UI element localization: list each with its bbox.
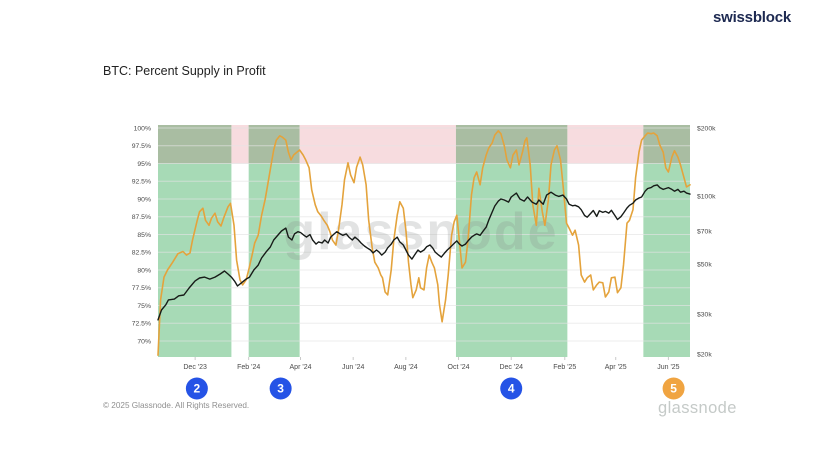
- right-axis-label: $200k: [697, 125, 716, 132]
- x-tick-label: Jun '24: [342, 364, 364, 371]
- timeline-marker-5: [662, 377, 685, 400]
- x-tick-label: Oct '24: [448, 364, 470, 371]
- timeline-marker-3: [269, 377, 292, 400]
- btc-price-line: [157, 184, 691, 321]
- right-axis-label: $70k: [697, 228, 712, 235]
- page-title: BTC: Percent Supply in Profit: [103, 64, 266, 78]
- highlight-band-pink-overlap: [455, 125, 568, 164]
- left-axis-label: 77.5%: [132, 285, 151, 292]
- timeline-marker-label: 4: [508, 382, 515, 396]
- x-tick-label: Feb '25: [553, 364, 576, 371]
- left-axis-label: 92.5%: [132, 179, 151, 186]
- left-axis-label: 70%: [137, 338, 151, 345]
- right-axis-label: $20k: [697, 351, 712, 358]
- timeline-marker-label: 3: [277, 382, 284, 396]
- swissblock-logo: swissblock: [712, 9, 791, 26]
- timeline-marker-label: 2: [194, 382, 201, 396]
- copyright-text: © 2025 Glassnode. All Rights Reserved.: [103, 401, 250, 410]
- x-tick-label: Dec '24: [499, 364, 523, 371]
- highlight-band-pink-overlap: [248, 125, 300, 164]
- glassnode-logo: glassnode: [658, 399, 737, 417]
- pct-supply-in-profit-line: [157, 130, 691, 357]
- left-axis-label: 75%: [137, 303, 151, 310]
- highlight-band-pink: [231, 125, 249, 164]
- timeline-marker-label: 5: [670, 382, 677, 396]
- timeline-marker-4: [500, 377, 523, 400]
- right-axis-label: $50k: [697, 261, 712, 268]
- right-axis-label: $100k: [697, 193, 716, 200]
- x-tick-label: Jun '25: [657, 364, 679, 371]
- highlight-band-pink: [299, 125, 456, 164]
- x-tick-label: Apr '25: [605, 364, 627, 371]
- right-axis-label: $30k: [697, 312, 712, 319]
- left-axis-label: 95%: [137, 161, 151, 168]
- x-tick-label: Feb '24: [237, 364, 260, 371]
- x-tick-label: Aug '24: [394, 364, 418, 371]
- left-axis-label: 82.5%: [132, 250, 151, 257]
- left-axis-label: 85%: [137, 232, 151, 239]
- x-tick-label: Apr '24: [290, 364, 312, 371]
- left-axis-label: 97.5%: [132, 143, 151, 150]
- highlight-band-pink-overlap: [158, 125, 232, 164]
- left-axis-label: 72.5%: [132, 321, 151, 328]
- highlight-band-pink-overlap: [643, 125, 690, 164]
- x-tick-label: Dec '23: [183, 364, 207, 371]
- timeline-marker-2: [185, 377, 208, 400]
- left-axis-label: 90%: [137, 196, 151, 203]
- left-axis-label: 80%: [137, 267, 151, 274]
- highlight-band-pink: [567, 125, 644, 164]
- left-axis-label: 100%: [134, 125, 151, 132]
- left-axis-label: 87.5%: [132, 214, 151, 221]
